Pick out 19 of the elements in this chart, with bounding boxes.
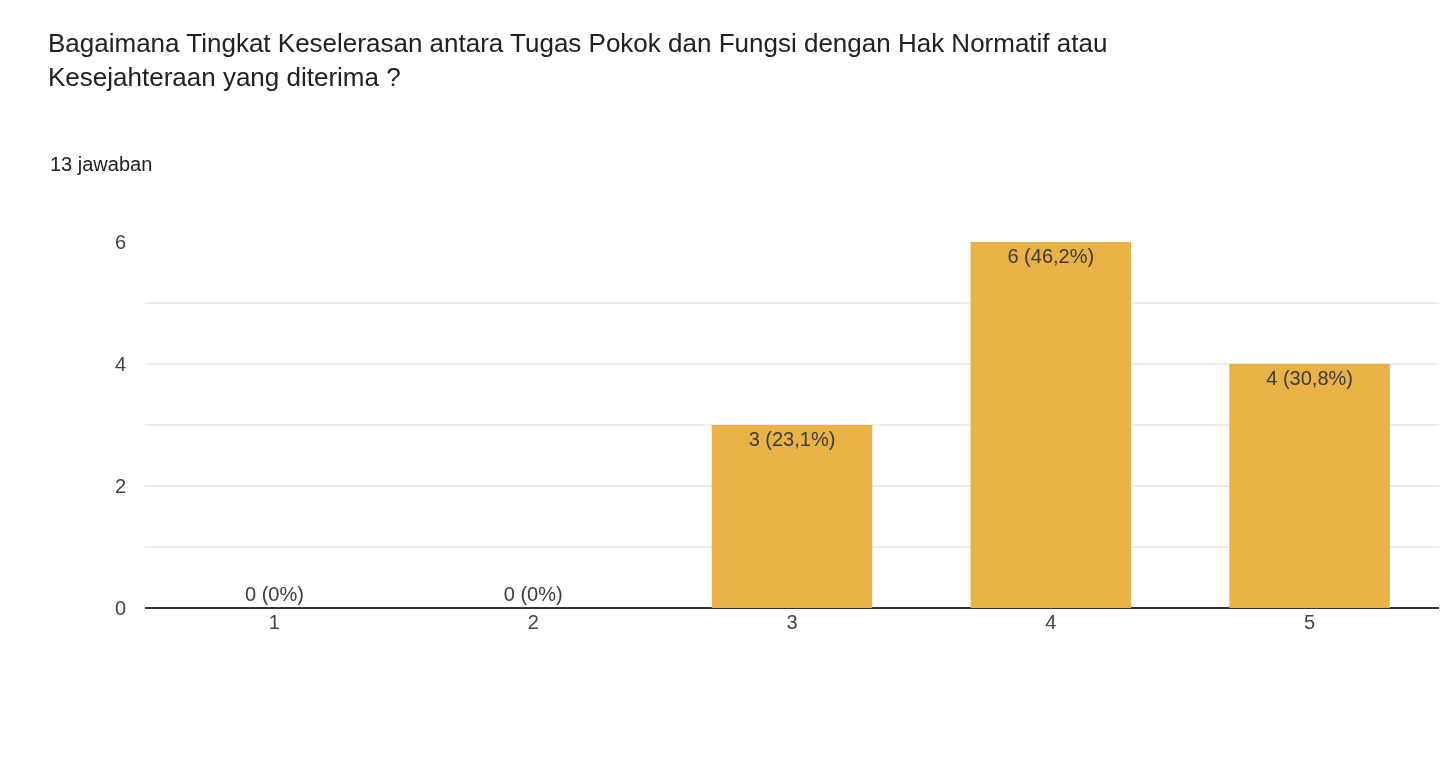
data-label: 0 (0%) bbox=[503, 583, 563, 605]
data-label: 6 (46,2%) bbox=[1007, 245, 1095, 267]
y-tick-label: 0 bbox=[114, 597, 126, 619]
x-tick-label: 4 bbox=[1045, 611, 1057, 633]
x-tick-label: 5 bbox=[1304, 611, 1316, 633]
bar bbox=[1229, 364, 1390, 608]
bar bbox=[970, 242, 1132, 608]
y-tick-label: 2 bbox=[114, 475, 126, 497]
y-tick-label: 4 bbox=[114, 353, 126, 375]
bar bbox=[711, 425, 873, 608]
y-tick-label: 6 bbox=[114, 231, 126, 253]
x-tick-label: 2 bbox=[527, 611, 539, 633]
x-tick-label: 1 bbox=[268, 611, 280, 633]
x-tick-label: 3 bbox=[786, 611, 798, 633]
chart-title: Bagaimana Tingkat Keselerasan antara Tugas Pokok dan Fungsi dengan Hak Normatif atau Kesejahteraan yang diterima ? bbox=[48, 28, 1108, 92]
chart-subtitle: 13 jawaban bbox=[50, 153, 153, 175]
data-label: 0 (0%) bbox=[244, 583, 304, 605]
data-label: 3 (23,1%) bbox=[748, 428, 836, 450]
data-label: 4 (30,8%) bbox=[1266, 367, 1353, 389]
